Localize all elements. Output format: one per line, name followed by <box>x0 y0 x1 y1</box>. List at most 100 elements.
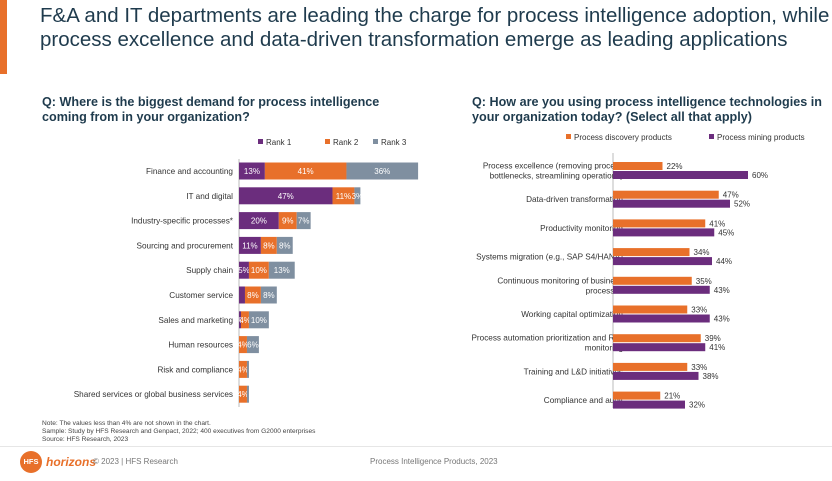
data-label: 21% <box>664 392 680 401</box>
data-label: 13% <box>274 266 290 275</box>
data-label: 9% <box>282 217 294 226</box>
category-label: Human resources <box>168 341 233 350</box>
data-label: 4% <box>239 316 251 325</box>
data-label: 8% <box>263 241 275 250</box>
footer-divider <box>0 446 832 447</box>
horizons-wordmark: horizons <box>46 455 96 469</box>
category-label: Process excellence (removing process <box>483 162 623 171</box>
category-label: bottlenecks, streamlining operations) <box>490 172 624 181</box>
stacked-bar-segment <box>246 360 249 378</box>
bar <box>613 305 688 314</box>
category-label: Industry-specific processes* <box>131 217 234 226</box>
page-title: F&A and IT departments are leading the c… <box>40 4 829 52</box>
category-label: Continuous monitoring of business <box>497 276 623 285</box>
stacked-bar-segment <box>246 336 259 354</box>
data-label: 34% <box>694 248 710 257</box>
category-label: Process automation prioritization and RO… <box>471 334 623 343</box>
bar <box>613 314 710 323</box>
data-label: 39% <box>705 334 721 343</box>
footnote-sample: Sample: Study by HFS Research and Genpac… <box>42 428 316 436</box>
footnote-source: Source: HFS Research, 2023 <box>42 436 129 444</box>
chart-footnotes: Note: The values less than 4% are not sh… <box>42 420 315 445</box>
stacked-bar-segment <box>276 236 293 254</box>
legend-swatch <box>709 134 714 139</box>
data-label: 20% <box>251 217 267 226</box>
stacked-bar-segment <box>244 286 261 304</box>
legend-label: Rank 1 <box>266 138 292 147</box>
category-label: Working capital optimization <box>521 310 623 319</box>
data-label: 4% <box>237 390 249 399</box>
data-label: 13% <box>244 167 260 176</box>
report-name: Process Intelligence Products, 2023 <box>370 457 498 466</box>
category-label: Finance and accounting <box>146 167 233 176</box>
copyright-text: © 2023 | HFS Research <box>93 457 178 466</box>
data-label: 52% <box>734 200 750 209</box>
legend-label: Process discovery products <box>574 133 672 142</box>
data-label: 4% <box>237 365 249 374</box>
data-label: 8% <box>247 291 259 300</box>
data-label: 10% <box>251 266 267 275</box>
data-label: 8% <box>263 291 275 300</box>
data-label: 36% <box>374 167 390 176</box>
data-label: 60% <box>752 171 768 180</box>
data-label: 6% <box>247 341 259 350</box>
data-label: 41% <box>709 219 725 228</box>
stacked-bar-segment <box>332 187 355 205</box>
data-label: 11% <box>242 241 257 250</box>
right-question-line-1: Q: How are you using process intelligenc… <box>472 95 822 109</box>
bar <box>613 334 701 343</box>
data-label: 47% <box>278 192 294 201</box>
stacked-bar-segment <box>264 162 347 180</box>
left-question-line-2: coming from in your organization? <box>42 110 250 124</box>
left-chart-question: Q: Where is the biggest demand for proce… <box>42 95 379 125</box>
data-label: 47% <box>723 191 739 200</box>
data-label: 5% <box>238 266 250 275</box>
data-label: 43% <box>714 286 730 295</box>
data-label: 22% <box>667 162 683 171</box>
category-label: IT and digital <box>186 192 233 201</box>
stacked-bar-segment <box>260 286 277 304</box>
category-label: processes <box>586 286 623 295</box>
category-label: Systems migration (e.g., SAP S4/HANA) <box>476 253 623 262</box>
stacked-bar-segment <box>268 261 295 279</box>
data-label: 11% <box>336 192 351 201</box>
stacked-bar-segment <box>246 385 249 403</box>
bar <box>613 190 719 199</box>
stacked-bar-segment <box>346 162 419 180</box>
bar <box>613 285 710 294</box>
legend-swatch <box>566 134 571 139</box>
data-label: 10% <box>251 316 267 325</box>
category-label: Sales and marketing <box>158 316 233 325</box>
hfs-logo-icon: HFS <box>20 451 42 473</box>
bar <box>613 171 748 179</box>
stacked-bar-segment <box>296 212 311 230</box>
stacked-bar-segment <box>239 162 265 180</box>
data-label: 1% <box>234 316 246 325</box>
stacked-bar-segment <box>239 236 261 254</box>
stacked-bar-segment <box>239 187 333 205</box>
category-label: monitoring <box>585 344 624 353</box>
data-label: 35% <box>696 277 712 286</box>
bar <box>613 257 712 266</box>
stacked-bar-segment <box>278 212 297 230</box>
page-title-line-2: process excellence and data-driven trans… <box>40 28 788 51</box>
left-question-line-1: Q: Where is the biggest demand for proce… <box>42 95 380 109</box>
category-label: Customer service <box>169 291 233 300</box>
category-label: Productivity monitoring <box>540 224 623 233</box>
stacked-bar-segment <box>354 187 361 205</box>
stacked-bar-segment <box>239 311 241 329</box>
stacked-bar-segment <box>240 311 249 329</box>
bar <box>613 162 663 170</box>
footnote-note: Note: The values less than 4% are not sh… <box>42 420 211 427</box>
category-label: Risk and compliance <box>157 365 233 374</box>
data-label: 8% <box>279 241 291 250</box>
category-label: Sourcing and procurement <box>137 241 234 250</box>
category-label: Supply chain <box>186 266 233 275</box>
bar <box>613 362 688 371</box>
bar <box>613 219 706 228</box>
stacked-bar-segment <box>260 236 277 254</box>
data-label: 38% <box>703 372 719 381</box>
stacked-bar-segment <box>239 385 247 403</box>
data-label: 3% <box>352 192 364 201</box>
